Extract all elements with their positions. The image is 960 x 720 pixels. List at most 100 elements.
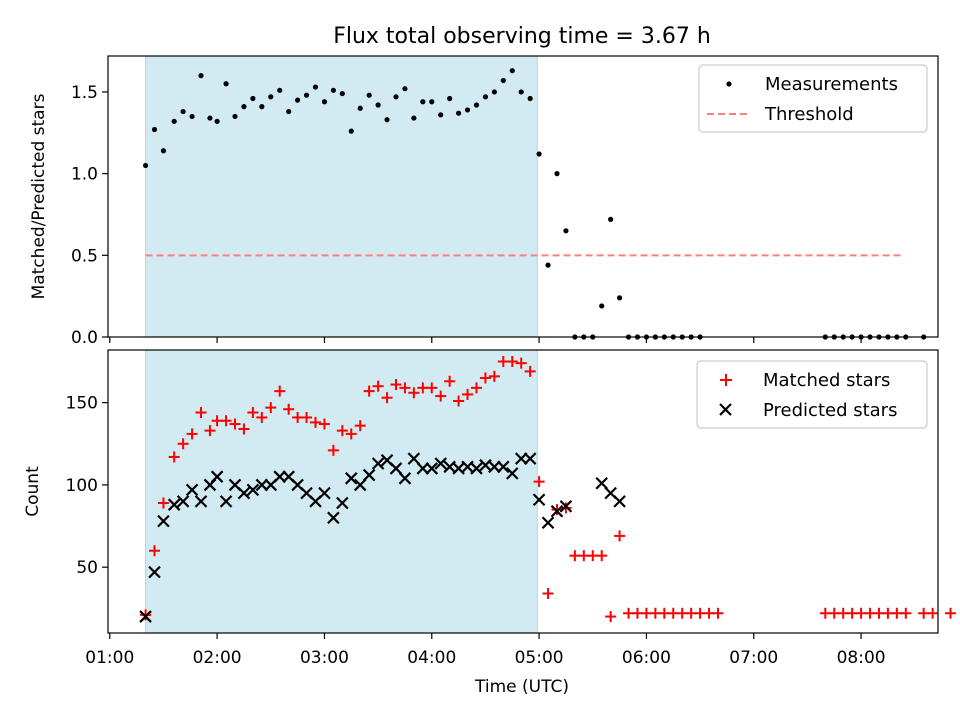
matched-star-point (399, 382, 411, 394)
measurement-point (189, 113, 195, 120)
measurement-point (180, 108, 186, 115)
predicted-star-point (398, 472, 412, 485)
matched-star-point (524, 365, 536, 377)
measurement-point (198, 73, 204, 79)
measurement-point (456, 110, 462, 116)
measurement-point (464, 107, 471, 113)
predicted-star-point (470, 462, 483, 475)
matched-star-point (195, 407, 207, 419)
measurement-point (348, 128, 354, 134)
predicted-star-point (488, 460, 501, 474)
measurement-point (250, 95, 256, 102)
matched-star-point (247, 407, 259, 419)
matched-star-point (149, 545, 161, 557)
ratio-axes-frame (107, 55, 939, 338)
measurement-point (151, 126, 158, 133)
matched-star-point (551, 504, 563, 516)
predicted-star-point (353, 478, 367, 492)
y-tick-label: 1.5 (71, 83, 98, 103)
predicted-star-point (237, 486, 251, 500)
count-x-axis: 01:00 02:00 03:00 04:00 05:00 06:00 07:00 08:00 (85, 633, 886, 668)
measurement-point (527, 95, 533, 102)
x-tick-label: 08:00 (837, 648, 886, 668)
x-tick-label: 04:00 (407, 648, 456, 668)
matched-star-point (363, 385, 375, 397)
measurement-point (500, 77, 506, 84)
measurement-point (491, 89, 497, 95)
x-axis-label: Time (UTC) (474, 677, 569, 697)
predicted-star-point (167, 498, 181, 511)
predicted-star-point (407, 452, 421, 465)
measurement-point (563, 228, 569, 234)
predicted-star-point (505, 467, 519, 480)
matched-star-point (265, 402, 277, 414)
legend-matched-label: Matched stars (763, 370, 890, 391)
matched-star-point (372, 380, 384, 392)
matched-star-point (301, 411, 313, 423)
matched-star-point (453, 395, 465, 407)
matched-star-point (712, 607, 724, 619)
measurement-point (366, 92, 372, 98)
count-legend: Matched stars Predicted stars (696, 360, 928, 429)
measurement-point (429, 99, 435, 105)
matched-star-point (238, 423, 250, 435)
predicted-star-point (425, 462, 439, 475)
predicted-star-point (327, 511, 340, 525)
matched-star-point (614, 530, 626, 542)
matched-star-point (506, 356, 518, 368)
predicted-star-point (595, 476, 608, 490)
measurement-point (554, 171, 560, 177)
matched-star-point (354, 420, 366, 432)
ratio-y-axis: 0.0 0.5 1.0 1.5 (71, 83, 108, 348)
y-tick-label: 100 (66, 476, 98, 496)
y-tick-label: 0.0 (71, 328, 98, 348)
matched-star-point (345, 428, 357, 440)
predicted-star-point (157, 514, 170, 528)
measurement-point (608, 216, 614, 222)
matched-star-point (327, 444, 339, 456)
matched-star-point (470, 382, 482, 394)
ratio-x-ticks (109, 337, 862, 343)
measurement-point (277, 87, 283, 93)
ratio-highlight-span (145, 55, 538, 338)
measurement-point (545, 262, 551, 268)
matched-star-point (283, 403, 295, 415)
x-tick-label: 02:00 (193, 648, 242, 668)
measurement-point (214, 118, 220, 124)
measurement-point (207, 115, 213, 121)
matched-star-point (927, 607, 939, 619)
predicted-star-point (210, 470, 224, 483)
measurement-point (303, 92, 310, 98)
predicted-star-point (559, 500, 573, 513)
predicted-star-point (541, 516, 555, 530)
x-tick-label: 05:00 (515, 648, 564, 668)
measurement-point (171, 118, 177, 124)
matched-star-point (426, 382, 438, 394)
matched-star-point (945, 607, 957, 619)
predicted-star-point (532, 493, 546, 507)
measurement-point (142, 162, 149, 169)
matched-star-point (542, 588, 554, 600)
y-tick-label: 150 (66, 394, 98, 414)
legend-box (696, 360, 928, 429)
measurement-point (232, 113, 238, 120)
predicted-star-point (139, 610, 152, 623)
matched-star-point (479, 372, 491, 384)
legend-matched-marker (720, 374, 732, 386)
matched-star-point (140, 609, 152, 621)
matched-star-point (900, 607, 912, 619)
measurement-point (295, 97, 301, 103)
ratio-legend: Measurements Threshold (698, 64, 928, 133)
predicted-star-point (613, 495, 626, 508)
measurement-point (518, 89, 524, 95)
measurement-point (482, 94, 489, 100)
measurement-point (160, 148, 167, 154)
measurement-point (616, 295, 623, 301)
measurement-point (312, 84, 319, 90)
predicted-star-point (371, 457, 385, 470)
measurement-point (241, 104, 247, 110)
measurement-point (339, 90, 345, 97)
x-tick-label: 03:00 (300, 648, 349, 668)
predicted-star-point (344, 472, 358, 485)
